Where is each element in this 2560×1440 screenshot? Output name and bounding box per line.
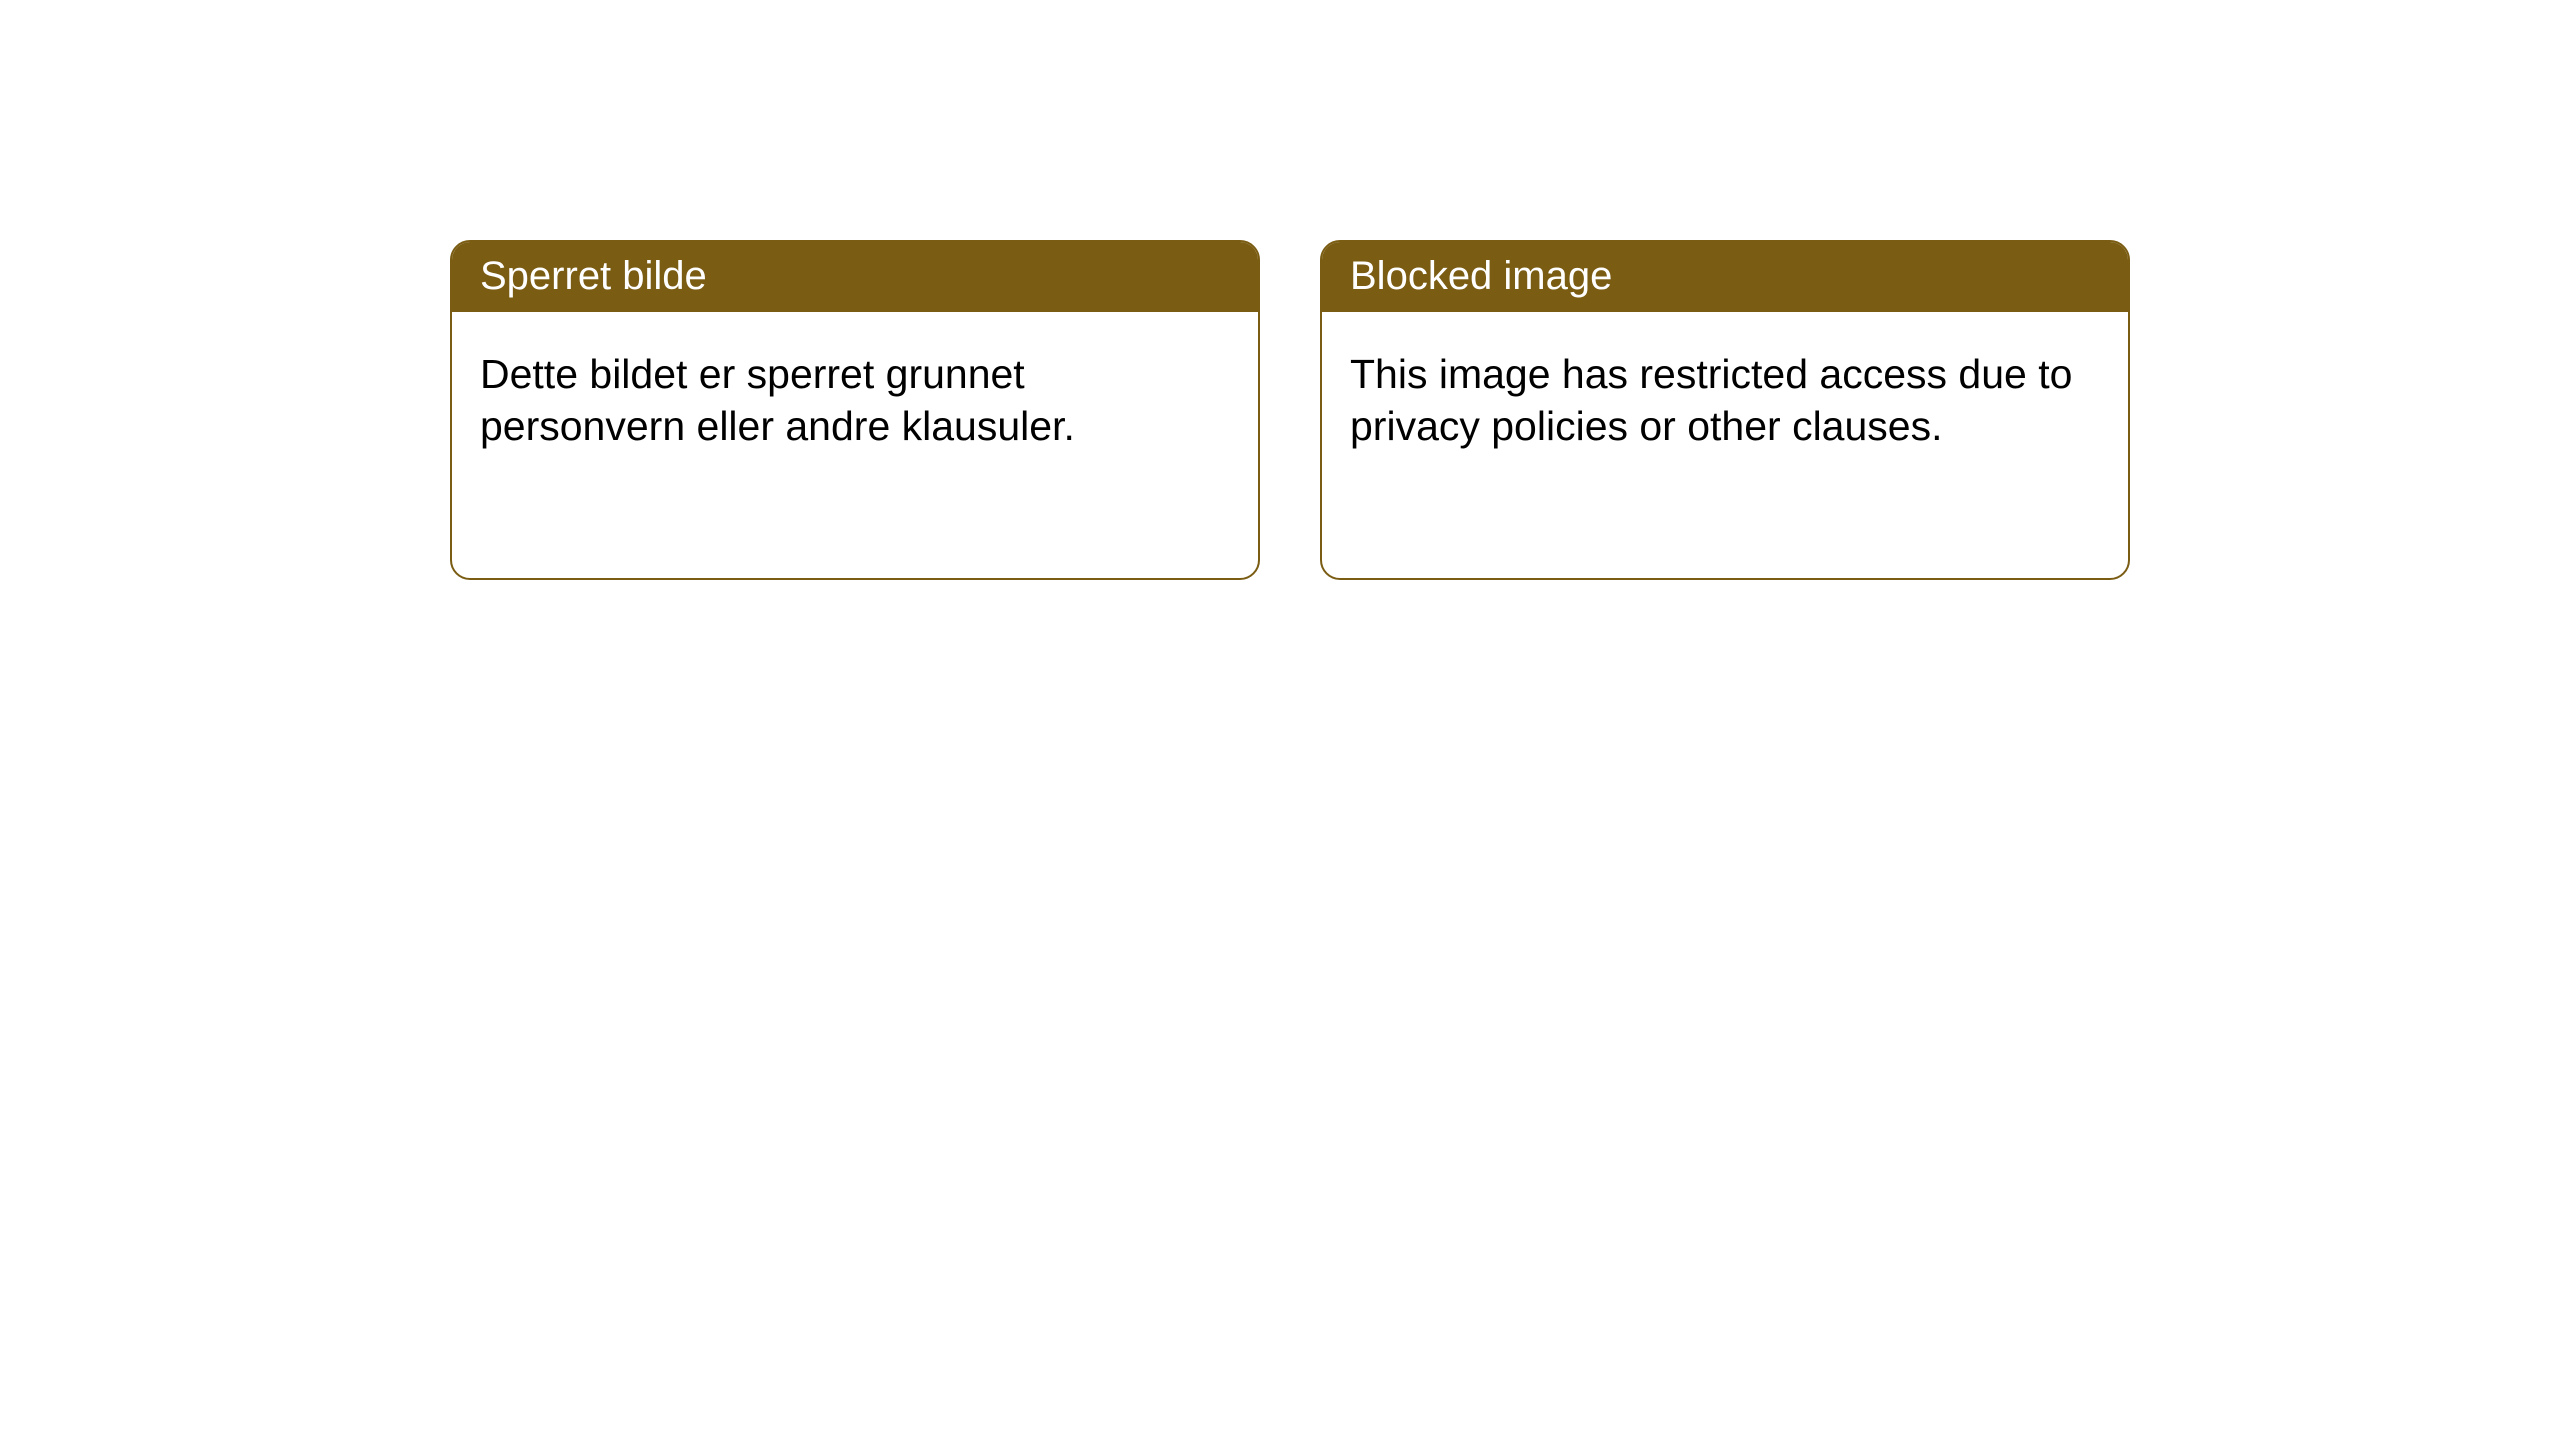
notice-container: Sperret bilde Dette bildet er sperret gr… bbox=[0, 0, 2560, 580]
card-title: Blocked image bbox=[1350, 254, 1612, 298]
card-body-text: This image has restricted access due to … bbox=[1350, 351, 2072, 449]
card-header: Sperret bilde bbox=[452, 242, 1258, 312]
blocked-image-card-en: Blocked image This image has restricted … bbox=[1320, 240, 2130, 580]
card-header: Blocked image bbox=[1322, 242, 2128, 312]
card-title: Sperret bilde bbox=[480, 254, 707, 298]
card-body: This image has restricted access due to … bbox=[1322, 312, 2128, 481]
card-body: Dette bildet er sperret grunnet personve… bbox=[452, 312, 1258, 481]
card-body-text: Dette bildet er sperret grunnet personve… bbox=[480, 351, 1075, 449]
blocked-image-card-no: Sperret bilde Dette bildet er sperret gr… bbox=[450, 240, 1260, 580]
